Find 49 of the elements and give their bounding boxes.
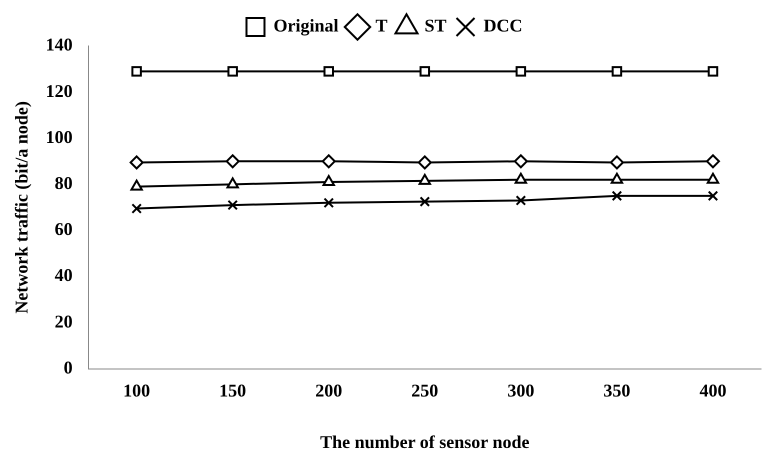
point <box>612 66 622 77</box>
legend-label: DCC <box>484 16 523 36</box>
point <box>420 66 430 77</box>
point <box>706 172 720 184</box>
x-tick-label: 250 <box>411 380 438 400</box>
point <box>227 200 238 210</box>
point <box>324 198 334 208</box>
legend-label: T <box>375 16 388 36</box>
point <box>324 66 334 77</box>
y-tick-label: 80 <box>54 173 73 193</box>
point <box>706 154 720 168</box>
point <box>131 203 142 214</box>
y-tick-label: 100 <box>46 126 73 147</box>
x-tick-label: 300 <box>507 380 534 400</box>
y-tick-label: 40 <box>54 265 73 286</box>
x-tick-label: 400 <box>699 380 726 400</box>
x-tick-label: 200 <box>315 380 342 400</box>
point <box>610 155 624 170</box>
point <box>516 66 526 77</box>
point <box>130 155 144 170</box>
point <box>514 154 528 168</box>
point <box>418 155 432 170</box>
y-tick-label: 120 <box>46 80 73 101</box>
point <box>418 174 431 185</box>
y-axis-title: Network traffic (bit/a node) <box>11 101 32 314</box>
point <box>420 196 430 207</box>
x-axis-title: The number of sensor node <box>320 432 530 452</box>
y-tick-label: 20 <box>54 311 73 332</box>
y-tick-label: 60 <box>54 219 73 240</box>
y-tick-label: 0 <box>64 357 73 378</box>
point <box>226 154 240 168</box>
point <box>227 66 238 77</box>
point <box>322 175 335 186</box>
legend-label: Original <box>273 16 339 36</box>
point <box>131 66 142 77</box>
x-tick-label: 150 <box>219 380 246 400</box>
legend-label: ST <box>424 16 447 36</box>
point <box>516 195 526 206</box>
point <box>322 154 336 168</box>
point <box>708 66 718 77</box>
x-tick-label: 100 <box>123 380 150 400</box>
point <box>708 190 718 202</box>
y-tick-label: 140 <box>46 34 73 55</box>
point <box>514 172 528 184</box>
point <box>226 177 239 188</box>
point <box>130 180 143 191</box>
point <box>610 172 624 184</box>
x-tick-label: 350 <box>603 380 630 400</box>
point <box>612 190 622 202</box>
